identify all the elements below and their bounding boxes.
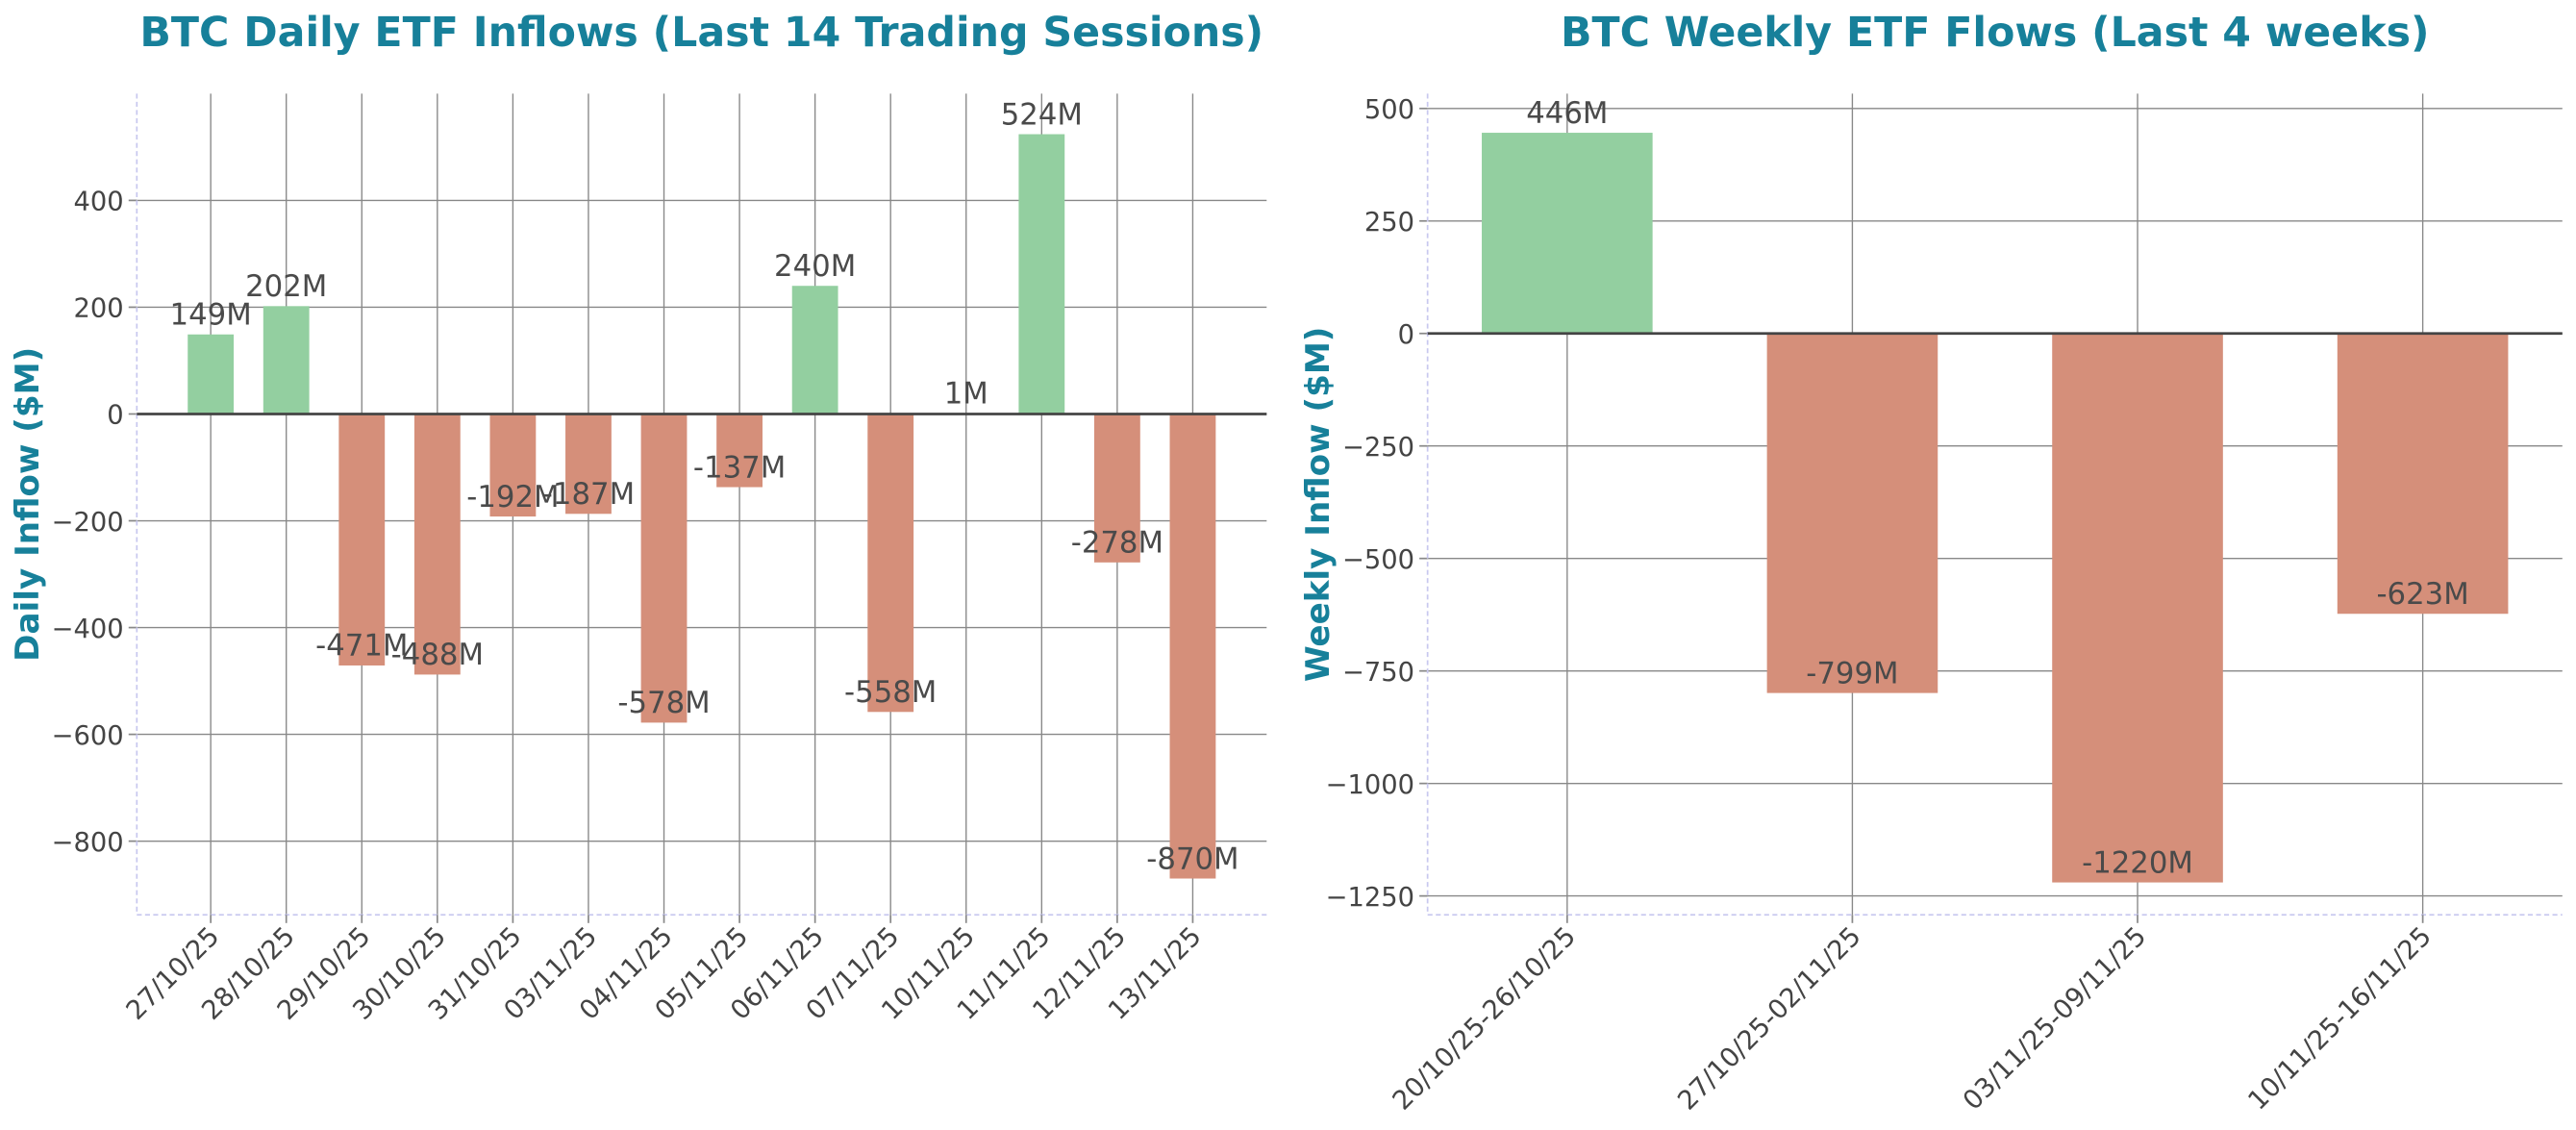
value-label: -137M <box>693 450 786 485</box>
bar <box>2337 333 2509 615</box>
value-label: -1220M <box>2082 845 2193 880</box>
y-axis-label: Weekly Inflow ($M) <box>1299 327 1338 682</box>
x-tick-label: 20/10/25-26/10/25 <box>1388 921 1582 1116</box>
y-axis-label: Daily Inflow ($M) <box>9 347 47 662</box>
y-tick-label: 200 <box>73 294 123 324</box>
x-tick-label: 03/11/25-09/11/25 <box>1958 921 2152 1116</box>
bar <box>1093 414 1140 563</box>
value-label: 202M <box>245 269 327 304</box>
bar <box>1482 133 1653 334</box>
value-label: -488M <box>391 638 484 672</box>
y-tick-label: 0 <box>107 401 123 431</box>
bar <box>565 414 612 515</box>
y-tick-label: −400 <box>52 615 124 644</box>
value-label: 149M <box>170 298 252 333</box>
value-label: -578M <box>617 686 710 720</box>
bar <box>1169 414 1216 879</box>
value-label: -471M <box>315 629 408 664</box>
y-tick-label: −250 <box>1342 433 1414 463</box>
value-label: -278M <box>1071 526 1163 561</box>
value-label: -558M <box>844 675 937 710</box>
x-tick-label: 10/11/25-16/11/25 <box>2242 921 2437 1116</box>
value-label: 524M <box>1001 97 1083 132</box>
y-tick-label: 500 <box>1364 95 1414 125</box>
value-label: -623M <box>2376 577 2468 612</box>
y-tick-label: −800 <box>52 828 124 858</box>
y-tick-label: −1250 <box>1326 883 1414 913</box>
y-tick-label: −600 <box>52 721 124 751</box>
bar <box>716 414 763 488</box>
y-tick-label: −200 <box>52 508 124 538</box>
value-label: -187M <box>542 477 635 512</box>
chart-title: BTC Weekly ETF Flows (Last 4 weeks) <box>1561 9 2430 57</box>
x-tick-label: 27/10/25-02/11/25 <box>1672 921 1866 1116</box>
bar <box>867 414 914 713</box>
bar <box>1766 333 1938 693</box>
bar <box>2052 333 2223 883</box>
bar <box>489 414 537 517</box>
bar <box>188 334 235 414</box>
bar <box>1018 134 1065 414</box>
bar <box>338 414 386 665</box>
chart-title: BTC Daily ETF Inflows (Last 14 Trading S… <box>139 9 1263 57</box>
y-tick-label: −500 <box>1342 545 1414 575</box>
value-label: -192M <box>466 480 559 515</box>
chart-panel: BTC Daily ETF Inflows (Last 14 Trading S… <box>9 9 1267 1026</box>
y-tick-label: −750 <box>1342 658 1414 688</box>
y-tick-label: 0 <box>1398 320 1414 350</box>
value-label: 446M <box>1526 96 1608 131</box>
value-label: -870M <box>1146 841 1238 876</box>
chart-panel: BTC Weekly ETF Flows (Last 4 weeks) Weekl… <box>1299 9 2563 1117</box>
value-label: 240M <box>774 249 856 284</box>
bar <box>413 414 461 675</box>
bar <box>640 414 688 723</box>
value-label: 1M <box>944 377 988 412</box>
y-tick-label: 250 <box>1364 208 1414 238</box>
y-tick-label: 400 <box>73 188 123 217</box>
value-label: -799M <box>1806 656 1898 691</box>
y-tick-label: −1000 <box>1326 770 1414 800</box>
bar <box>791 286 838 414</box>
bar <box>263 306 310 414</box>
